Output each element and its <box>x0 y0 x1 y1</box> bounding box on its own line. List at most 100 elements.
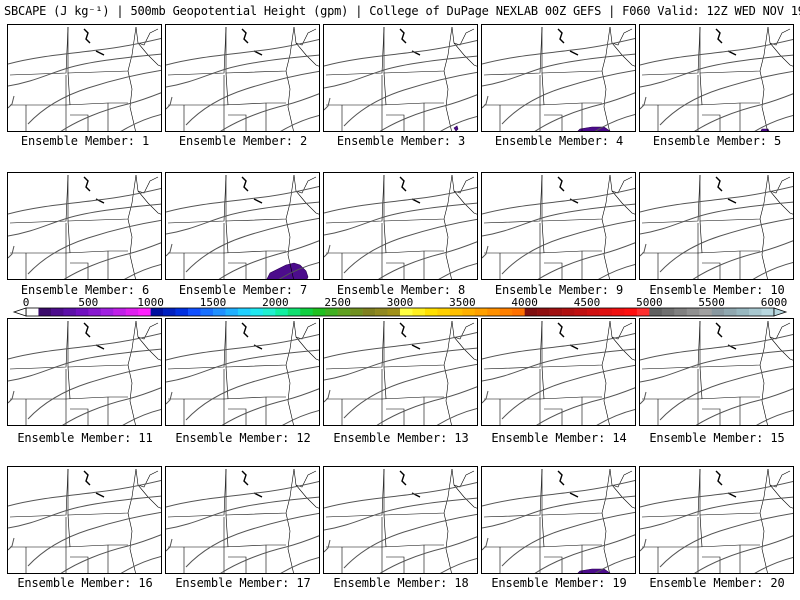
lake-shoreline <box>727 198 737 204</box>
state-boundary <box>443 512 452 573</box>
colorbar-segment <box>437 308 451 316</box>
colorbar-tick-label: 3500 <box>449 296 476 309</box>
geopotential-height-contour <box>27 511 161 567</box>
geopotential-height-contour <box>640 538 647 552</box>
lake-shoreline <box>253 198 263 204</box>
state-boundary <box>381 102 444 106</box>
colorbar-tick-label: 500 <box>78 296 99 309</box>
colorbar-segment <box>113 308 127 316</box>
state-boundary <box>325 320 385 370</box>
cape-contour-fill <box>266 262 309 279</box>
ensemble-map-panel <box>639 24 794 132</box>
geopotential-height-contour <box>482 95 489 109</box>
geopotential-height-contour <box>122 408 161 425</box>
geopotential-height-contour <box>482 187 635 215</box>
cape-contour-fill <box>577 568 611 573</box>
colorbar-segment <box>699 308 712 316</box>
colorbar-scale <box>12 307 788 317</box>
colorbar-segment <box>163 308 176 316</box>
geopotential-height-contour <box>379 536 477 573</box>
state-boundary <box>135 468 161 509</box>
geopotential-height-contour <box>27 364 161 420</box>
state-boundary <box>544 556 563 573</box>
colorbar-segment <box>400 308 413 316</box>
state-boundary <box>699 220 703 254</box>
state-boundary <box>541 72 545 106</box>
geopotential-height-contour <box>640 243 647 257</box>
geopotential-height-contour <box>640 96 647 110</box>
state-boundary <box>451 174 477 215</box>
state-boundary <box>383 366 387 400</box>
colorbar-segment <box>412 308 426 316</box>
state-boundary <box>697 544 760 548</box>
lake-shoreline <box>95 50 105 56</box>
state-boundary <box>70 262 89 279</box>
colorbar-segment <box>337 308 351 316</box>
geopotential-height-contour <box>280 556 319 573</box>
map-canvas <box>640 26 793 131</box>
state-boundary <box>325 26 385 76</box>
geopotential-height-contour <box>659 365 793 421</box>
state-boundary <box>228 408 247 425</box>
state-boundary <box>541 174 611 222</box>
state-boundary <box>702 556 721 573</box>
colorbar-segment <box>262 308 276 316</box>
colorbar-tick-label: 6000 <box>760 296 788 309</box>
colorbar-segment <box>487 308 501 316</box>
colorbar-segment <box>138 308 151 316</box>
colorbar-segment <box>449 308 463 316</box>
state-boundary <box>544 262 563 279</box>
ensemble-member-label: Ensemble Member: 11 <box>17 431 153 445</box>
geopotential-height-contour <box>60 534 161 573</box>
state-boundary <box>767 174 793 215</box>
state-boundary <box>642 369 699 400</box>
geopotential-height-contour <box>8 390 15 404</box>
geopotential-height-contour <box>166 538 173 552</box>
colorbar-segment <box>636 308 650 316</box>
ensemble-map-panel <box>7 24 162 132</box>
colorbar-segment <box>88 308 102 316</box>
state-boundary <box>127 364 136 425</box>
ensemble-map-panel <box>323 318 478 426</box>
map-canvas <box>640 320 793 425</box>
state-boundary <box>135 320 161 361</box>
state-boundary <box>225 220 229 254</box>
lake-shoreline <box>241 322 249 338</box>
lake-shoreline <box>241 470 249 486</box>
geopotential-height-contour <box>482 245 489 259</box>
geopotential-height-contour <box>185 217 319 273</box>
state-boundary <box>70 114 89 131</box>
state-boundary <box>611 28 633 46</box>
ensemble-member-label: Ensemble Member: 6 <box>20 283 150 297</box>
state-boundary <box>383 26 453 74</box>
lake-shoreline <box>253 50 263 56</box>
colorbar-segment <box>312 308 326 316</box>
state-boundary <box>295 176 317 194</box>
geopotential-height-contour <box>166 185 319 213</box>
geopotential-height-contour <box>120 113 161 131</box>
geopotential-height-contour <box>640 496 793 530</box>
geopotential-height-contour <box>221 388 319 425</box>
state-boundary <box>135 26 161 67</box>
state-boundary <box>65 250 128 254</box>
geopotential-height-contour <box>324 244 331 258</box>
geopotential-height-contour <box>594 555 635 573</box>
colorbar-segment <box>512 308 525 316</box>
state-boundary <box>225 514 229 548</box>
colorbar-segment <box>587 308 600 316</box>
colorbar-segment <box>300 308 314 316</box>
lake-shoreline <box>411 198 421 204</box>
colorbar-segment <box>599 308 613 316</box>
geopotential-height-contour <box>694 535 793 573</box>
geopotential-height-contour <box>501 219 635 275</box>
geopotential-height-contour <box>640 38 793 66</box>
lake-shoreline <box>727 50 737 56</box>
lake-shoreline <box>83 28 91 44</box>
geopotential-height-contour <box>536 387 635 425</box>
lake-shoreline <box>557 322 565 338</box>
lake-shoreline <box>399 470 407 486</box>
ensemble-map-panel <box>165 466 320 574</box>
geopotential-height-contour <box>640 333 793 361</box>
colorbar-segment <box>674 308 688 316</box>
state-boundary <box>9 26 69 76</box>
